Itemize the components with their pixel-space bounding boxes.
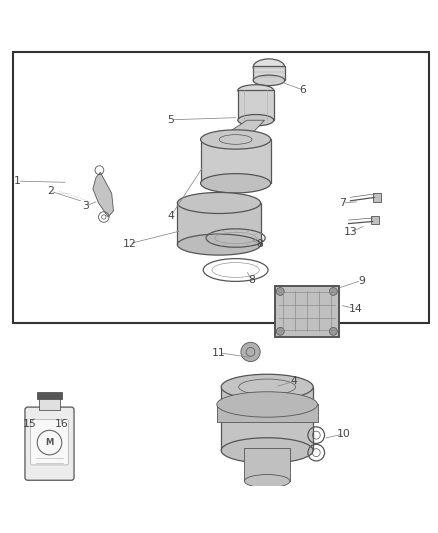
Circle shape bbox=[241, 342, 260, 361]
FancyBboxPatch shape bbox=[25, 407, 74, 480]
Text: 6: 6 bbox=[300, 85, 307, 95]
Text: 16: 16 bbox=[54, 419, 68, 429]
Text: 8: 8 bbox=[256, 239, 263, 249]
Polygon shape bbox=[93, 172, 113, 217]
Text: 2: 2 bbox=[47, 186, 54, 196]
Bar bbox=[217, 405, 318, 422]
Bar bbox=[221, 387, 313, 450]
Bar bbox=[177, 203, 261, 245]
Bar bbox=[201, 140, 271, 183]
Polygon shape bbox=[224, 120, 265, 135]
Circle shape bbox=[276, 287, 284, 295]
Text: 4: 4 bbox=[167, 211, 174, 221]
Circle shape bbox=[276, 327, 284, 335]
Ellipse shape bbox=[238, 85, 274, 96]
Text: 3: 3 bbox=[82, 201, 89, 211]
Text: 9: 9 bbox=[358, 276, 365, 286]
Text: 5: 5 bbox=[167, 115, 174, 125]
Text: 8: 8 bbox=[248, 275, 255, 285]
Text: 12: 12 bbox=[122, 239, 136, 249]
Text: M: M bbox=[46, 438, 53, 447]
Ellipse shape bbox=[221, 438, 313, 463]
Ellipse shape bbox=[238, 115, 274, 126]
Ellipse shape bbox=[244, 474, 290, 488]
Bar bbox=[37, 392, 62, 399]
Text: 1: 1 bbox=[14, 176, 21, 186]
Ellipse shape bbox=[217, 392, 318, 417]
Bar bbox=[39, 398, 60, 410]
Bar bbox=[253, 66, 285, 80]
Ellipse shape bbox=[201, 130, 271, 149]
Bar bbox=[13, 52, 429, 324]
Circle shape bbox=[329, 327, 337, 335]
Circle shape bbox=[329, 287, 337, 295]
Text: 4: 4 bbox=[291, 376, 298, 386]
Bar bbox=[371, 216, 379, 224]
Ellipse shape bbox=[253, 75, 285, 86]
Bar bbox=[244, 448, 290, 481]
Ellipse shape bbox=[201, 174, 271, 193]
Ellipse shape bbox=[221, 374, 313, 400]
Ellipse shape bbox=[177, 234, 261, 255]
Text: 14: 14 bbox=[349, 304, 363, 313]
Text: 7: 7 bbox=[339, 198, 346, 208]
Text: 13: 13 bbox=[343, 228, 357, 237]
Bar bbox=[238, 90, 274, 120]
Ellipse shape bbox=[177, 192, 261, 214]
Text: 11: 11 bbox=[212, 348, 226, 358]
Bar bbox=[275, 286, 339, 336]
Bar bbox=[373, 193, 381, 201]
Text: 15: 15 bbox=[23, 419, 37, 429]
Text: 10: 10 bbox=[337, 429, 351, 439]
FancyBboxPatch shape bbox=[31, 419, 68, 465]
Ellipse shape bbox=[253, 59, 285, 76]
